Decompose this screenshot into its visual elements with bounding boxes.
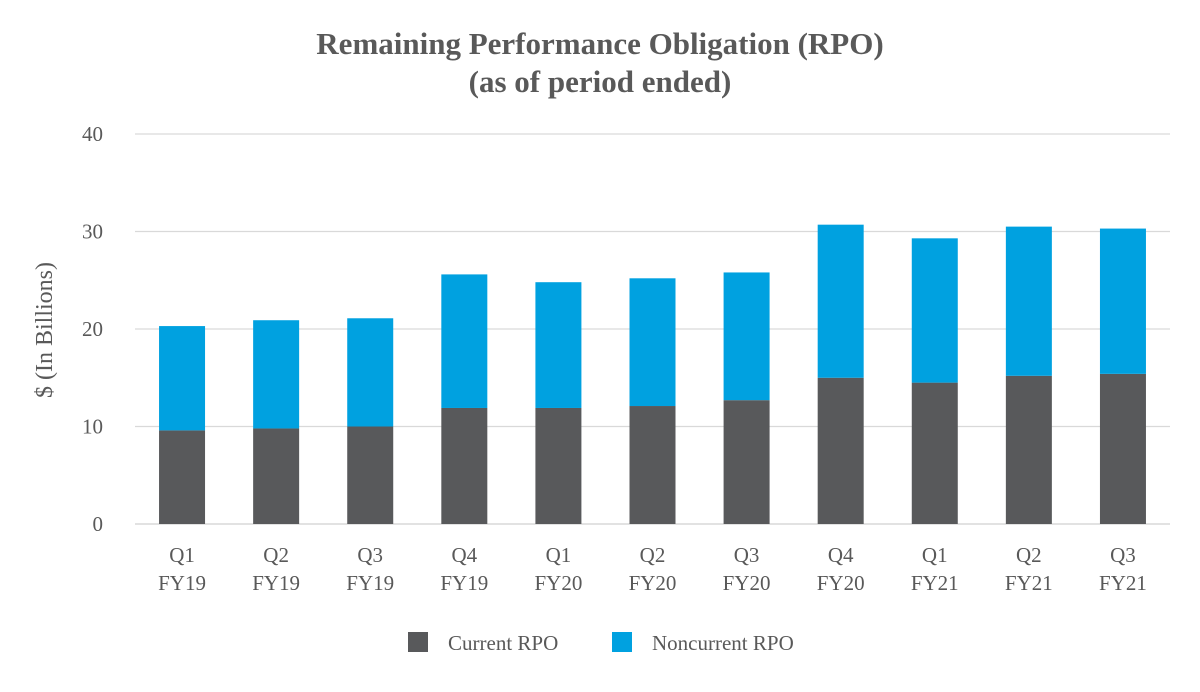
bar-current-rpo	[159, 430, 206, 524]
x-tick-label-line: Q1	[922, 543, 948, 567]
bar-noncurrent-rpo	[817, 224, 864, 378]
y-axis-label: $ (In Billions)	[32, 262, 58, 398]
x-tick-label-line: FY21	[1099, 571, 1147, 595]
y-tick-label: 10	[82, 415, 103, 439]
legend-label: Noncurrent RPO	[652, 631, 794, 655]
bar-noncurrent-rpo	[535, 282, 582, 408]
bars	[159, 224, 1146, 524]
x-tick-label: Q2 FY20	[629, 543, 677, 595]
legend-swatch	[612, 632, 632, 652]
x-tick-label-line: Q1	[546, 543, 572, 567]
bar-current-rpo	[1099, 373, 1146, 524]
x-tick-label: Q3 FY21	[1099, 543, 1147, 595]
x-tick-label-line: Q1	[169, 543, 195, 567]
y-tick-label: 30	[82, 220, 103, 244]
bar-noncurrent-rpo	[347, 318, 394, 427]
bar-current-rpo	[723, 400, 770, 524]
x-tick-label-line: FY21	[1005, 571, 1053, 595]
x-tick-label: Q2 FY19	[252, 543, 300, 595]
x-tick-label: Q4 FY19	[440, 543, 488, 595]
x-tick-label-line: Q3	[734, 543, 760, 567]
bar-current-rpo	[347, 426, 394, 524]
x-tick-label-line: FY20	[534, 571, 582, 595]
bar-current-rpo	[535, 407, 582, 524]
bar-current-rpo	[441, 407, 488, 524]
x-tick-label: Q3 FY19	[346, 543, 394, 595]
bar-noncurrent-rpo	[1005, 226, 1052, 376]
x-tick-label: Q4 FY20	[817, 543, 865, 595]
x-tick-label-line: FY20	[817, 571, 865, 595]
y-tick-label: 20	[82, 317, 103, 341]
bar-current-rpo	[1005, 375, 1052, 524]
x-tick-label-line: Q4	[828, 543, 854, 567]
bar-noncurrent-rpo	[1099, 228, 1146, 374]
bar-noncurrent-rpo	[441, 274, 488, 408]
chart-title-line-2: (as of period ended)	[469, 64, 732, 99]
legend-swatch	[408, 632, 428, 652]
x-tick-label-line: FY19	[440, 571, 488, 595]
bar-current-rpo	[911, 382, 958, 524]
bar-noncurrent-rpo	[629, 278, 676, 407]
y-tick-label: 40	[82, 122, 103, 146]
x-tick-label: Q1 FY21	[911, 543, 959, 595]
legend: Current RPO Noncurrent RPO	[408, 631, 794, 655]
y-tick-label: 0	[93, 512, 104, 536]
x-tick-label-line: FY20	[723, 571, 771, 595]
x-tick-label-line: FY20	[629, 571, 677, 595]
x-tick-labels: Q1 FY19 Q2 FY19 Q3 FY19 Q4 FY19 Q1 FY20 Q2 FY20 Q3 FY…	[158, 543, 1147, 595]
chart-title-line-1: Remaining Performance Obligation (RPO)	[316, 26, 883, 61]
x-tick-label-line: FY21	[911, 571, 959, 595]
x-tick-label-line: Q2	[640, 543, 666, 567]
bar-noncurrent-rpo	[159, 326, 206, 431]
x-tick-label-line: FY19	[158, 571, 206, 595]
x-tick-label-line: Q2	[263, 543, 289, 567]
bar-current-rpo	[253, 428, 300, 524]
legend-label: Current RPO	[448, 631, 558, 655]
x-tick-label-line: Q2	[1016, 543, 1042, 567]
x-tick-label: Q3 FY20	[723, 543, 771, 595]
bar-current-rpo	[817, 377, 864, 524]
x-tick-label-line: FY19	[252, 571, 300, 595]
x-tick-label-line: FY19	[346, 571, 394, 595]
x-tick-label: Q1 FY19	[158, 543, 206, 595]
x-tick-label-line: Q4	[451, 543, 477, 567]
x-tick-label: Q2 FY21	[1005, 543, 1053, 595]
y-tick-labels: 0 10 20 30 40	[82, 122, 103, 536]
bar-noncurrent-rpo	[253, 320, 300, 429]
x-tick-label-line: Q3	[357, 543, 383, 567]
x-tick-label-line: Q3	[1110, 543, 1136, 567]
bar-noncurrent-rpo	[911, 238, 958, 383]
bar-noncurrent-rpo	[723, 272, 770, 401]
x-tick-label: Q1 FY20	[534, 543, 582, 595]
bar-current-rpo	[629, 406, 676, 524]
